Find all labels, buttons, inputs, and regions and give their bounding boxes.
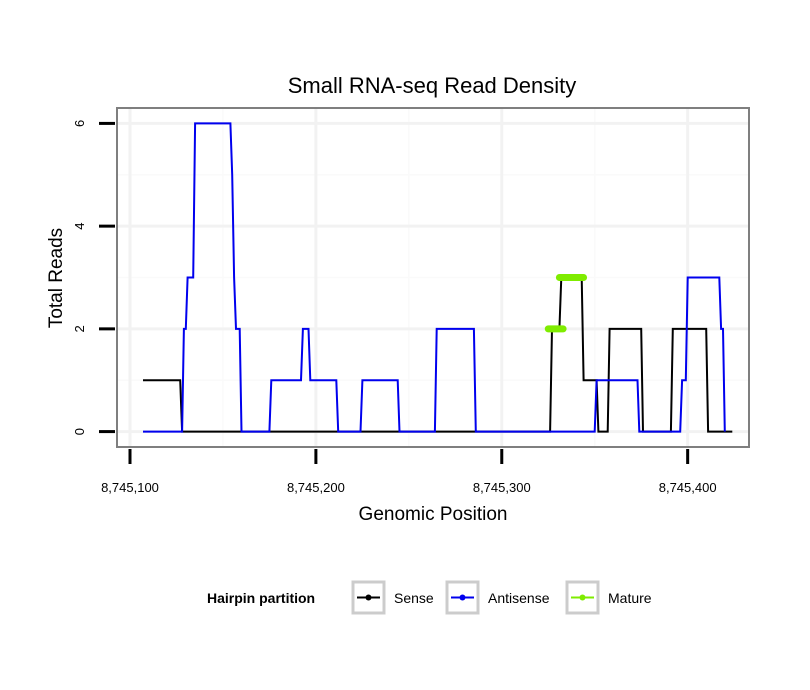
legend-label-mature: Mature: [608, 590, 652, 606]
y-axis-title: Total Reads: [46, 228, 67, 328]
y-tick-label: 4: [72, 223, 87, 230]
x-tick-label: 8,745,200: [287, 480, 345, 495]
series-line-antisense: [143, 122, 726, 433]
x-tick-label: 8,745,300: [473, 480, 531, 495]
legend-item-mature: Mature: [565, 580, 652, 615]
x-axis: 8,745,100 8,745,200 8,745,300 8,745,400: [101, 449, 717, 495]
chart-title: Small RNA-seq Read Density: [288, 73, 577, 98]
legend-key-antisense-point: [459, 594, 466, 601]
legend-item-antisense: Antisense: [445, 580, 550, 615]
x-axis-title: Genomic Position: [359, 504, 508, 525]
y-tick-label: 2: [72, 325, 87, 332]
series-line-sense: [143, 276, 733, 433]
x-tick-label: 8,745,100: [101, 480, 159, 495]
y-tick-label: 0: [72, 428, 87, 435]
x-tick-label: 8,745,400: [659, 480, 717, 495]
plot-border: [116, 107, 750, 448]
series-layer: [143, 122, 733, 433]
legend-label-sense: Sense: [394, 590, 434, 606]
legend-title: Hairpin partition: [207, 590, 315, 606]
legend-key-sense-point: [365, 594, 372, 601]
y-tick-label: 6: [72, 120, 87, 127]
legend-item-sense: Sense: [351, 580, 434, 615]
legend-key-mature-point: [579, 594, 586, 601]
legend-label-antisense: Antisense: [488, 590, 550, 606]
y-axis: 0 2 4 6: [72, 120, 115, 435]
legend: Hairpin partition Sense Antisense Mature: [207, 580, 652, 615]
